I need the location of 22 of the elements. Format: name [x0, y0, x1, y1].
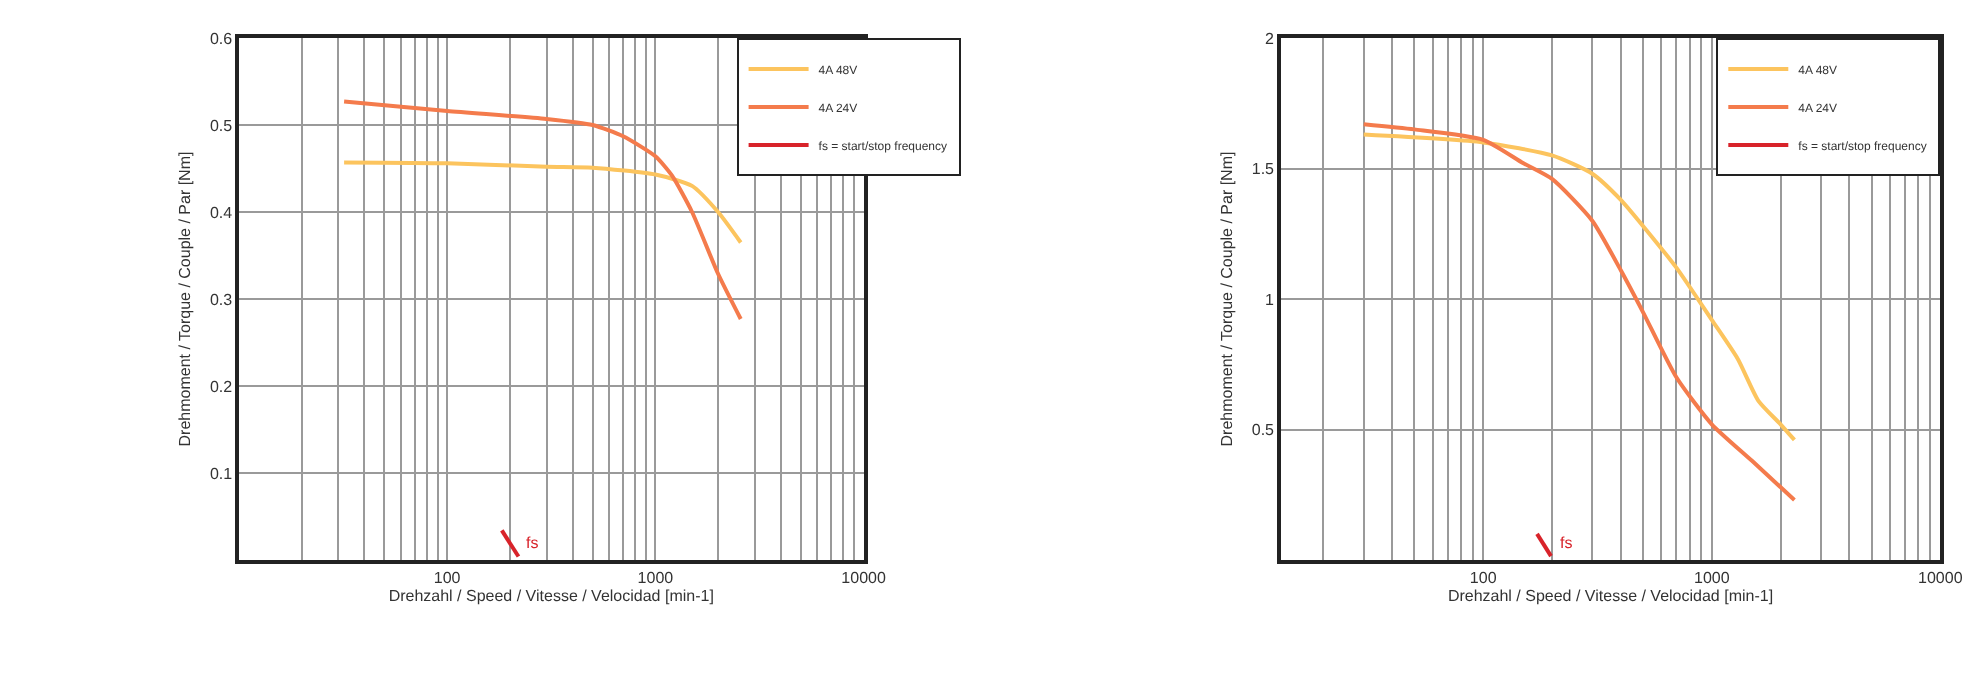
- x-tick-label: 10000: [1918, 568, 1964, 587]
- y-axis-title: Drehmoment / Torque / Couple / Par [Nm]: [176, 151, 195, 447]
- y-tick-label: 0.1: [209, 464, 234, 483]
- y-tick-label: 0.6: [209, 29, 234, 48]
- x-tick-label: 10000: [841, 568, 887, 587]
- x-tick-label: 1000: [1693, 568, 1731, 587]
- y-tick-label: 1.5: [1251, 160, 1276, 179]
- y-tick-label: 0.2: [209, 377, 234, 396]
- x-tick-label: 100: [433, 568, 462, 587]
- y-tick-label: 1: [1265, 290, 1276, 309]
- x-tick-label: 100: [1469, 568, 1498, 587]
- x-axis-title: Drehzahl / Speed / Vitesse / Velocidad [min-1]: [1447, 586, 1774, 605]
- x-axis-title: Drehzahl / Speed / Vitesse / Velocidad [min-1]: [388, 586, 714, 605]
- annotation: fs: [526, 534, 539, 552]
- annotation: fs: [1560, 534, 1573, 552]
- y-tick-label: 0.4: [209, 203, 234, 222]
- y-tick-label: 2: [1265, 29, 1276, 48]
- y-tick-label: 0.5: [209, 116, 234, 135]
- x-tick-label: 1000: [637, 568, 675, 587]
- y-tick-label: 0.5: [1251, 421, 1276, 440]
- y-tick-label: 0.3: [209, 290, 234, 309]
- y-axis-title: Drehmoment / Torque / Couple / Par [Nm]: [1218, 151, 1237, 447]
